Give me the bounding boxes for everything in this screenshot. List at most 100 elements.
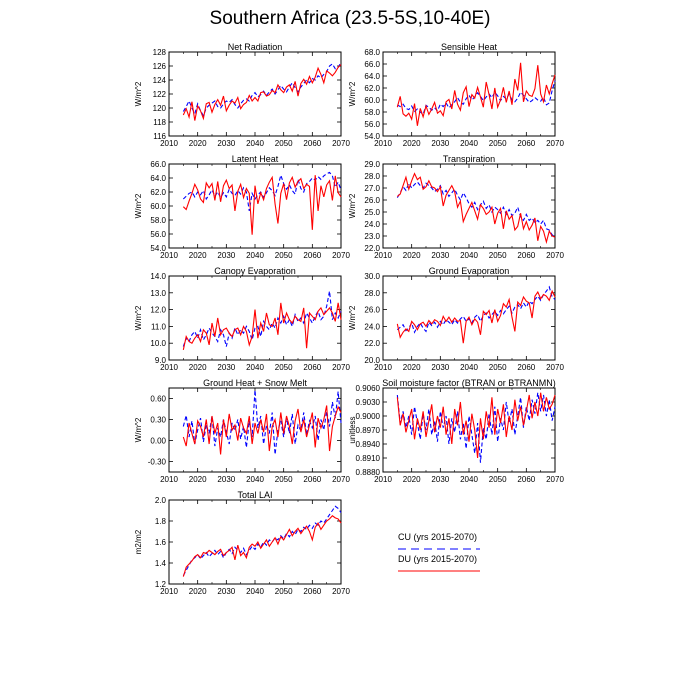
canopy-evaporation-x-tick-label: 2040 (246, 363, 264, 372)
soil-moisture-factor-btran-or-btranmn-y-tick-label: 0.9060 (356, 384, 381, 393)
sensible-heat-y-tick-label: 66.0 (364, 60, 380, 69)
sensible-heat-y-tick-label: 54.0 (364, 132, 380, 141)
sensible-heat-y-tick-label: 64.0 (364, 72, 380, 81)
total-lai-x-tick-label: 2060 (303, 587, 321, 596)
ground-heat-snow-melt-series-du-line (182, 405, 342, 455)
latent-heat-y-axis-label: W/m^2 (134, 193, 143, 218)
transpiration-series-cu-line (396, 181, 556, 238)
transpiration-x-tick-label: 2050 (489, 251, 507, 260)
ground-heat-snow-melt-title: Ground Heat + Snow Melt (203, 378, 307, 388)
transpiration-x-tick-label: 2070 (546, 251, 564, 260)
total-lai-series-cu-line (182, 505, 342, 576)
ground-heat-snow-melt-y-tick-label: -0.30 (148, 458, 167, 467)
soil-moisture-factor-btran-or-btranmn-x-tick-label: 2070 (546, 475, 564, 484)
sensible-heat-y-tick-label: 62.0 (364, 84, 380, 93)
ground-evaporation-y-axis-label: W/m^2 (348, 305, 357, 330)
ground-evaporation-x-tick-label: 2050 (489, 363, 507, 372)
net-radiation-x-tick-label: 2050 (275, 139, 293, 148)
net-radiation-x-tick-label: 2020 (189, 139, 207, 148)
net-radiation-y-tick-label: 120 (153, 104, 167, 113)
sensible-heat-y-tick-label: 56.0 (364, 120, 380, 129)
canopy-evaporation-y-tick-label: 13.0 (150, 289, 166, 298)
net-radiation-y-tick-label: 126 (153, 62, 167, 71)
total-lai-title: Total LAI (237, 490, 272, 500)
transpiration-x-tick-label: 2040 (460, 251, 478, 260)
ground-evaporation-x-tick-label: 2030 (431, 363, 449, 372)
ground-heat-snow-melt-x-tick-label: 2070 (332, 475, 350, 484)
ground-evaporation-title: Ground Evaporation (429, 266, 510, 276)
canopy-evaporation-x-tick-label: 2020 (189, 363, 207, 372)
sensible-heat-x-tick-label: 2030 (431, 139, 449, 148)
net-radiation-y-tick-label: 122 (153, 90, 167, 99)
ground-heat-snow-melt-y-tick-label: 0.60 (150, 395, 166, 404)
latent-heat-series-du-line (182, 175, 342, 235)
total-lai-x-tick-label: 2020 (189, 587, 207, 596)
canopy-evaporation-title: Canopy Evaporation (214, 266, 296, 276)
transpiration-x-tick-label: 2060 (517, 251, 535, 260)
total-lai-y-tick-label: 1.6 (155, 538, 167, 547)
ground-heat-snow-melt-y-axis-label: W/m^2 (134, 417, 143, 442)
net-radiation-title: Net Radiation (228, 42, 283, 52)
transpiration-x-tick-label: 2020 (403, 251, 421, 260)
net-radiation-y-tick-label: 124 (153, 76, 167, 85)
soil-moisture-factor-btran-or-btranmn-x-tick-label: 2010 (374, 475, 392, 484)
soil-moisture-factor-btran-or-btranmn-x-tick-label: 2050 (489, 475, 507, 484)
total-lai-x-tick-label: 2050 (275, 587, 293, 596)
net-radiation-y-tick-label: 128 (153, 48, 167, 57)
soil-moisture-factor-btran-or-btranmn-plot-frame (382, 387, 556, 473)
canopy-evaporation-y-axis-label: W/m^2 (134, 305, 143, 330)
transpiration-y-tick-label: 29.0 (364, 160, 380, 169)
soil-moisture-factor-btran-or-btranmn-y-tick-label: 0.8880 (356, 468, 381, 477)
transpiration-plot-frame (382, 163, 556, 249)
net-radiation-y-axis-label: W/m^2 (134, 81, 143, 106)
net-radiation-y-tick-label: 118 (153, 118, 166, 127)
sensible-heat-series-du-line (396, 62, 556, 126)
transpiration-y-tick-label: 26.0 (364, 196, 380, 205)
ground-heat-snow-melt-x-tick-label: 2050 (275, 475, 293, 484)
ground-heat-snow-melt-y-tick-label: 0.00 (150, 437, 166, 446)
soil-moisture-factor-btran-or-btranmn-y-axis-label: unitless (348, 416, 357, 443)
total-lai-y-tick-label: 1.8 (155, 517, 167, 526)
net-radiation-plot-frame (168, 51, 342, 137)
ground-evaporation-x-tick-label: 2020 (403, 363, 421, 372)
total-lai-x-tick-label: 2040 (246, 587, 264, 596)
sensible-heat-y-axis-label: W/m^2 (348, 81, 357, 106)
transpiration-y-tick-label: 28.0 (364, 172, 380, 181)
sensible-heat-x-tick-label: 2040 (460, 139, 478, 148)
net-radiation-x-tick-label: 2070 (332, 139, 350, 148)
ground-evaporation-y-tick-label: 28.0 (364, 289, 380, 298)
transpiration-y-tick-label: 23.0 (364, 232, 380, 241)
soil-moisture-factor-btran-or-btranmn-y-tick-label: 0.8970 (356, 426, 381, 435)
page-title: Southern Africa (23.5-5S,10-40E) (209, 8, 491, 29)
ground-evaporation-x-tick-label: 2010 (374, 363, 392, 372)
canopy-evaporation-y-tick-label: 9.0 (155, 356, 167, 365)
transpiration-y-tick-label: 24.0 (364, 220, 380, 229)
ground-evaporation-x-tick-label: 2040 (460, 363, 478, 372)
canopy-evaporation-x-tick-label: 2060 (303, 363, 321, 372)
latent-heat-x-tick-label: 2030 (217, 251, 235, 260)
canopy-evaporation-x-tick-label: 2070 (332, 363, 350, 372)
latent-heat-y-tick-label: 62.0 (150, 188, 166, 197)
ground-heat-snow-melt-y-tick-label: 0.30 (150, 416, 166, 425)
soil-moisture-factor-btran-or-btranmn-x-tick-label: 2020 (403, 475, 421, 484)
canopy-evaporation-x-tick-label: 2010 (160, 363, 178, 372)
transpiration-y-tick-label: 25.0 (364, 208, 380, 217)
ground-evaporation-series-du-line (396, 289, 556, 344)
net-radiation-x-tick-label: 2030 (217, 139, 235, 148)
soil-moisture-factor-btran-or-btranmn-y-tick-label: 0.9000 (356, 412, 381, 421)
total-lai-y-axis-label: m2/m2 (134, 529, 143, 554)
net-radiation-x-tick-label: 2060 (303, 139, 321, 148)
ground-evaporation-x-tick-label: 2060 (517, 363, 535, 372)
canopy-evaporation-series-cu-line (182, 291, 342, 347)
ground-heat-snow-melt-x-tick-label: 2030 (217, 475, 235, 484)
sensible-heat-x-tick-label: 2020 (403, 139, 421, 148)
ground-evaporation-y-tick-label: 24.0 (364, 322, 380, 331)
latent-heat-y-tick-label: 56.0 (150, 230, 166, 239)
latent-heat-y-tick-label: 58.0 (150, 216, 166, 225)
ground-heat-snow-melt-x-tick-label: 2010 (160, 475, 178, 484)
ground-evaporation-y-tick-label: 30.0 (364, 272, 380, 281)
total-lai-y-tick-label: 1.2 (155, 580, 167, 589)
ground-heat-snow-melt-plot-frame (168, 387, 342, 473)
total-lai-y-tick-label: 1.4 (155, 559, 167, 568)
